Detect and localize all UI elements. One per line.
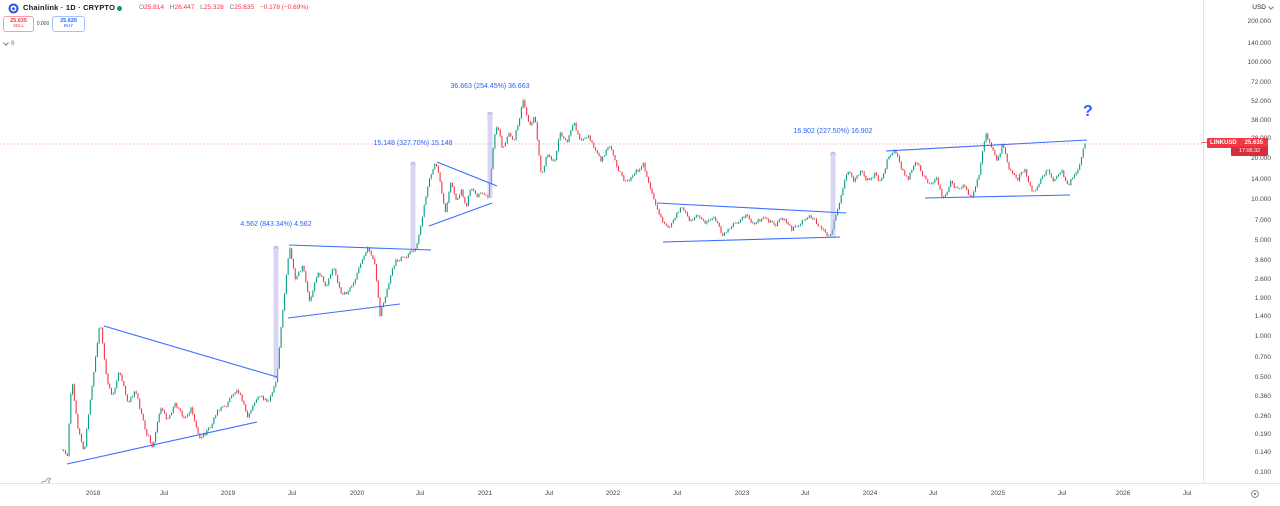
time-tick: 2023 (734, 490, 750, 497)
price-tick: 1.900 (1254, 294, 1271, 302)
open-label: O (139, 4, 145, 11)
price-tick: 38.000 (1251, 116, 1271, 124)
price-tick: 0.140 (1254, 449, 1271, 457)
sell-label: SELL (12, 23, 24, 29)
buy-price: 25.635 (60, 18, 77, 24)
open-value: 25.814 (144, 4, 164, 11)
high-label: H (169, 4, 175, 11)
time-tick: Jul (415, 490, 425, 497)
price-tick: 1.000 (1254, 332, 1271, 340)
timezone-settings-icon[interactable] (1250, 489, 1260, 499)
close-value: 25.635 (234, 4, 255, 11)
price-tick: 0.700 (1254, 353, 1271, 361)
price-tick: 0.260 (1254, 412, 1271, 420)
symbol-title[interactable]: Chainlink · 1D · CRYPTO (23, 3, 116, 12)
chart-legend: Chainlink · 1D · CRYPTO O25.814 H26.447 … (0, 0, 600, 50)
time-axis[interactable]: 2018 Jul 2019 Jul 2020 Jul 2021 Jul 2022 Jul 2023 J… (0, 483, 1280, 506)
spread-value: 0.000 (36, 20, 50, 27)
last-price-label: LINKUSD 25.635 17:06:32 (1201, 138, 1269, 156)
object-tree-count: 6 (11, 40, 15, 47)
price-tick: 14.000 (1251, 176, 1271, 184)
last-price-symbol: LINKUSD (1207, 138, 1240, 148)
time-tick: 2021 (477, 490, 493, 497)
high-value: 26.447 (174, 4, 195, 11)
candlestick-chart[interactable] (0, 0, 1203, 483)
measure-annotation[interactable]: 15.148 (327.70%) 15.148 (373, 140, 453, 147)
time-tick: 2018 (85, 490, 101, 497)
price-tick: 100.000 (1247, 59, 1272, 67)
projection-question-mark[interactable]: ? (1083, 103, 1093, 120)
time-tick: Jul (544, 490, 554, 497)
last-price-value: 25.635 (1239, 138, 1269, 148)
dino-doodle-icon (40, 477, 51, 483)
price-tick: 200.000 (1247, 18, 1272, 26)
price-tick: 1.400 (1254, 312, 1271, 320)
time-tick: Jul (928, 490, 938, 497)
chart-canvas[interactable]: Chainlink · 1D · CRYPTO O25.814 H26.447 … (0, 0, 1203, 483)
price-tick: 0.190 (1254, 431, 1271, 439)
price-axis[interactable]: USD 200.000 140.000 100.000 72.000 52.000 38.… (1201, 0, 1280, 483)
low-label: L (200, 4, 204, 11)
time-tick: Jul (672, 490, 682, 497)
price-tick: 5.000 (1254, 237, 1271, 245)
bar-close-countdown: 17:06:32 (1231, 147, 1269, 156)
time-tick: 2025 (990, 490, 1006, 497)
price-tick: 2.600 (1254, 276, 1271, 284)
currency-selector[interactable]: USD (1252, 3, 1274, 11)
price-tick: 0.500 (1254, 373, 1271, 381)
price-tick: 0.100 (1254, 469, 1271, 477)
time-tick: Jul (287, 490, 297, 497)
measure-annotation[interactable]: 4.562 (843.34%) 4.562 (240, 221, 312, 228)
market-open-dot-icon (117, 6, 122, 11)
measure-annotation[interactable]: 36.663 (254.45%) 36.663 (450, 83, 530, 90)
time-tick: 2019 (220, 490, 236, 497)
buy-label: BUY (63, 23, 74, 29)
sell-button[interactable]: 25.635 SELL (3, 15, 34, 32)
sell-price: 25.635 (10, 18, 27, 24)
price-tick: 7.000 (1254, 217, 1271, 225)
time-tick: Jul (159, 490, 169, 497)
time-tick: 2024 (862, 490, 878, 497)
low-value: 25.328 (203, 4, 224, 11)
time-tick: 2026 (1115, 490, 1131, 497)
ohlc-values: O25.814 H26.447 L25.328 C25.635 −0.178 (… (135, 4, 308, 11)
object-tree-toggle[interactable]: 6 (3, 39, 15, 47)
price-tick: 52.000 (1251, 98, 1271, 106)
chevron-down-icon (1268, 3, 1274, 10)
price-line-dash (1201, 142, 1209, 143)
chevron-down-icon (3, 39, 9, 46)
buy-sell-widget: 25.635 SELL 0.000 25.635 BUY (3, 15, 85, 32)
time-tick: 2022 (605, 490, 621, 497)
close-label: C (229, 4, 235, 11)
change-value: −0.178 (−0.69%) (259, 4, 309, 11)
price-tick: 3.600 (1254, 256, 1271, 264)
price-tick: 20.000 (1251, 155, 1271, 162)
currency-label: USD (1252, 4, 1266, 11)
price-tick: 0.360 (1254, 393, 1271, 401)
measure-annotation[interactable]: 16.902 (227.50%) 16.902 (793, 128, 873, 135)
time-tick: Jul (800, 490, 810, 497)
price-tick: 10.000 (1251, 196, 1271, 204)
time-tick: Jul (1057, 490, 1067, 497)
price-tick: 72.000 (1251, 78, 1271, 86)
chainlink-logo-icon (8, 3, 19, 14)
price-tick: 140.000 (1247, 39, 1272, 47)
buy-button[interactable]: 25.635 BUY (52, 15, 85, 32)
time-tick: 2020 (349, 490, 365, 497)
time-tick: Jul (1182, 490, 1192, 497)
